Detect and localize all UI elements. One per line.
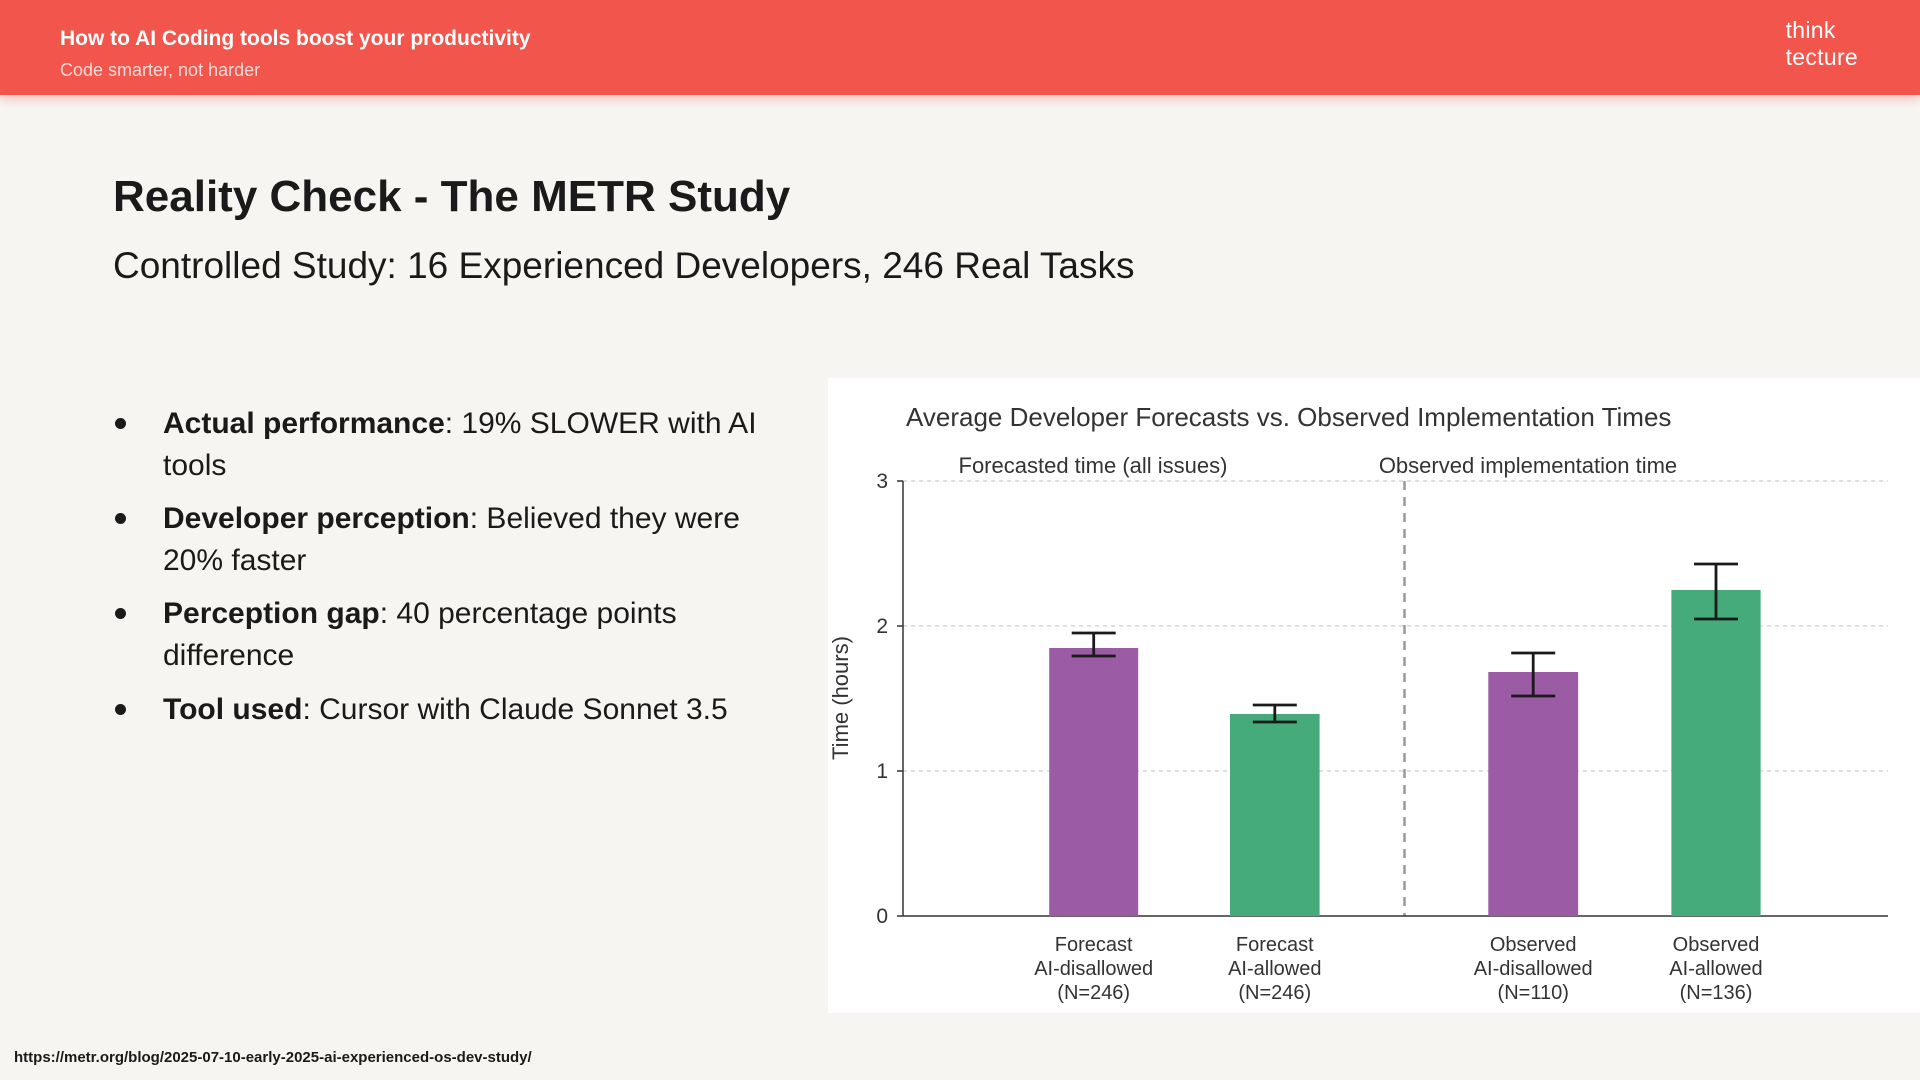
svg-text:AI-disallowed: AI-disallowed — [1034, 958, 1153, 980]
svg-text:Forecasted time (all issues): Forecasted time (all issues) — [959, 453, 1228, 478]
svg-text:0: 0 — [876, 905, 888, 928]
svg-text:Forecast: Forecast — [1055, 934, 1133, 956]
svg-text:1: 1 — [876, 760, 888, 783]
svg-text:AI-disallowed: AI-disallowed — [1474, 958, 1593, 980]
svg-text:Observed: Observed — [1673, 934, 1760, 956]
svg-text:(N=136): (N=136) — [1680, 982, 1753, 1004]
svg-text:AI-allowed: AI-allowed — [1669, 958, 1762, 980]
svg-text:Forecast: Forecast — [1236, 934, 1314, 956]
svg-text:Observed implementation time: Observed implementation time — [1379, 453, 1677, 478]
svg-text:AI-allowed: AI-allowed — [1228, 958, 1321, 980]
svg-text:2: 2 — [876, 615, 888, 638]
svg-text:(N=110): (N=110) — [1498, 982, 1569, 1004]
svg-text:Average Developer Forecasts vs: Average Developer Forecasts vs. Observed… — [906, 402, 1671, 432]
svg-text:Observed: Observed — [1490, 934, 1577, 956]
svg-text:Time (hours): Time (hours) — [828, 636, 853, 760]
svg-text:(N=246): (N=246) — [1238, 982, 1311, 1004]
svg-text:(N=246): (N=246) — [1057, 982, 1130, 1004]
svg-text:3: 3 — [876, 470, 888, 493]
